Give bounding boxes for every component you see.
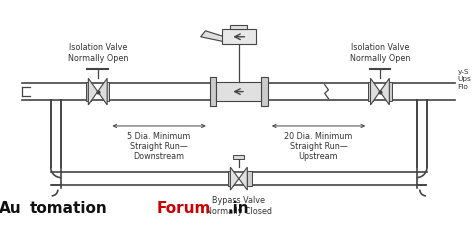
Bar bbox=[247, 171, 252, 186]
Polygon shape bbox=[371, 78, 380, 105]
Text: 20 Dia. Minimum
Straight Run—
Upstream: 20 Dia. Minimum Straight Run— Upstream bbox=[284, 132, 353, 161]
Text: Au: Au bbox=[0, 201, 22, 216]
Polygon shape bbox=[380, 78, 389, 105]
Polygon shape bbox=[230, 167, 239, 190]
Polygon shape bbox=[98, 78, 107, 105]
Polygon shape bbox=[239, 167, 247, 190]
Text: Forum: Forum bbox=[156, 201, 211, 216]
Bar bbox=[222, 29, 256, 44]
Text: Bypass Valve
Normally Closed: Bypass Valve Normally Closed bbox=[206, 196, 272, 216]
Text: .in: .in bbox=[227, 201, 249, 216]
Bar bbox=[230, 25, 247, 29]
Bar bbox=[216, 82, 262, 101]
Text: tomation: tomation bbox=[29, 201, 107, 216]
Text: Isolation Valve
Normally Open: Isolation Valve Normally Open bbox=[350, 43, 410, 63]
Text: 5 Dia. Minimum
Straight Run—
Downstream: 5 Dia. Minimum Straight Run— Downstream bbox=[128, 132, 191, 161]
Polygon shape bbox=[88, 78, 98, 105]
Bar bbox=[228, 171, 233, 186]
Bar bbox=[386, 82, 392, 101]
Polygon shape bbox=[201, 31, 222, 41]
Bar bbox=[368, 82, 373, 101]
Text: y-S
Ups
Flo: y-S Ups Flo bbox=[457, 68, 471, 90]
Bar bbox=[233, 155, 245, 159]
Bar bbox=[104, 82, 109, 101]
Bar bbox=[85, 82, 91, 101]
Bar bbox=[262, 77, 267, 106]
Text: Isolation Valve
Normally Open: Isolation Valve Normally Open bbox=[68, 43, 128, 63]
Bar bbox=[210, 77, 216, 106]
